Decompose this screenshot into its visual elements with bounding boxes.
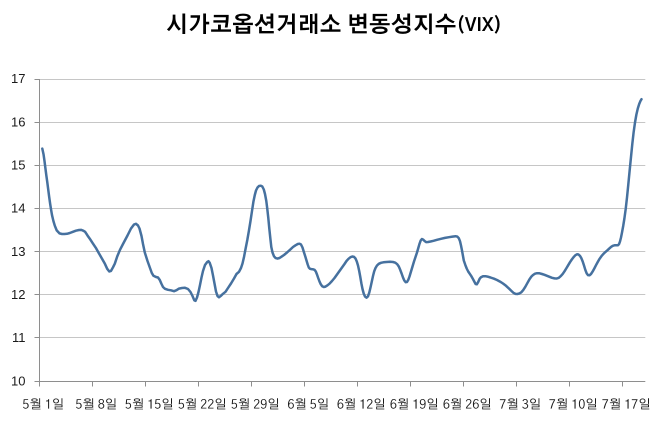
svg-text:17: 17: [11, 71, 25, 86]
svg-text:13: 13: [11, 244, 25, 259]
svg-text:16: 16: [11, 114, 25, 129]
svg-text:14: 14: [11, 201, 25, 216]
svg-text:15: 15: [11, 158, 25, 173]
svg-text:12: 12: [11, 287, 25, 302]
svg-text:11: 11: [12, 330, 26, 345]
svg-text:10: 10: [11, 373, 25, 388]
